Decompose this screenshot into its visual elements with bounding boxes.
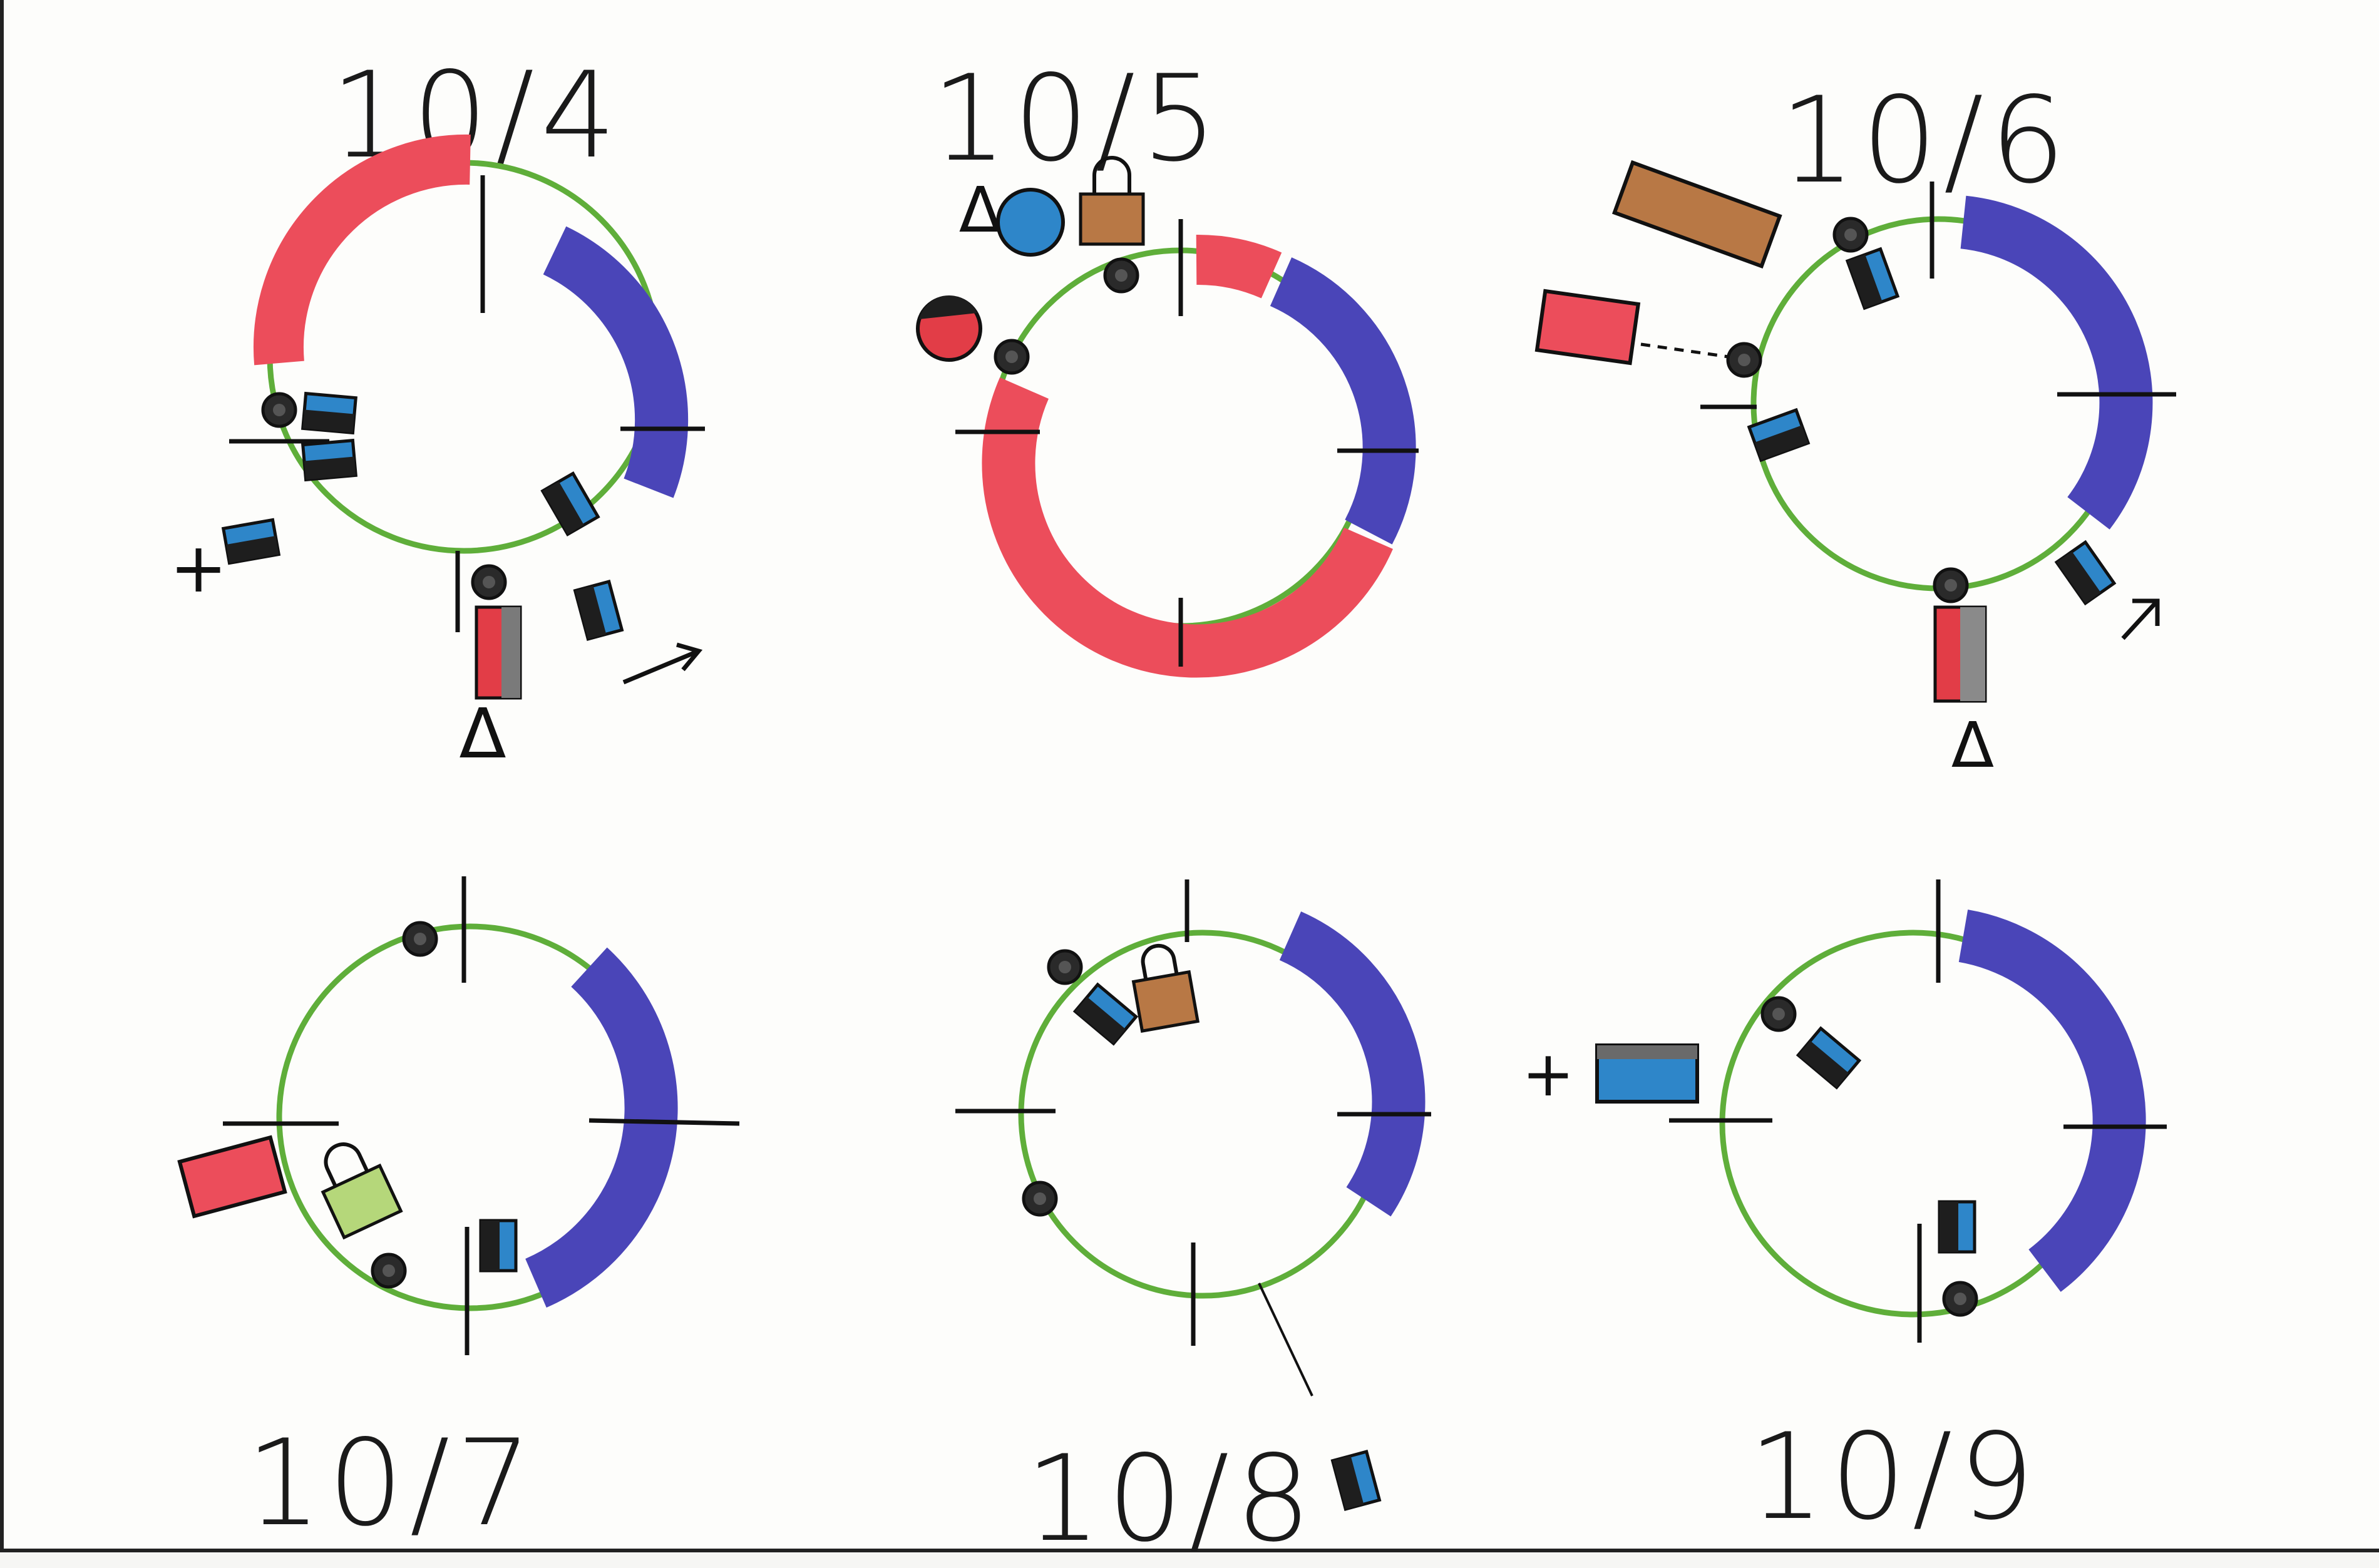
panel-date-10-6: 10/6 [1779, 71, 2072, 210]
panel-10-6: Δ [1534, 160, 2176, 782]
delta-symbol: Δ [959, 173, 1002, 247]
panel-date-10-7: 10/7 [245, 1414, 538, 1552]
delta-symbol: Δ [459, 694, 506, 774]
blue-arc [543, 226, 689, 498]
panel-date-10-8: 10/8 [1025, 1430, 1318, 1568]
delta-symbol: Δ [1951, 709, 1994, 782]
plus-symbol: + [1522, 1037, 1575, 1110]
panel-10-8 [955, 879, 1431, 1509]
drawing-canvas: + Δ Δ [170, 134, 2176, 1552]
panel-10-9: + [1522, 879, 2167, 1343]
plus-symbol: + [170, 528, 227, 608]
red-arc [253, 134, 471, 366]
panel-10-7 [177, 876, 740, 1355]
panel-date-10-5: 10/5 [931, 49, 1224, 188]
panel-10-4: + Δ [170, 134, 705, 774]
panel-10-5: Δ [916, 156, 1419, 678]
panel-date-10-9: 10/9 [1748, 1408, 2041, 1546]
